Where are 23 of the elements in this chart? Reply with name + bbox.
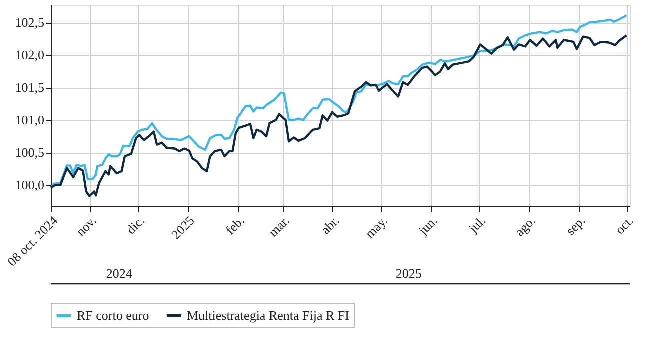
x-tick-label: may. — [362, 213, 390, 242]
y-tick-label: 102,0 — [15, 48, 44, 63]
x-tick-label: nov. — [73, 213, 100, 240]
y-tick-label: 101,5 — [15, 80, 44, 96]
legend-label: RF corto euro — [77, 308, 150, 323]
text: 2025 — [396, 266, 422, 281]
x-tick-label: feb. — [222, 213, 248, 238]
y-tick-label: 100,5 — [15, 145, 44, 160]
text: 2024 — [106, 266, 133, 281]
y-tick-label: 101,0 — [15, 112, 44, 128]
y-tick-label: 100,0 — [15, 178, 44, 193]
line-series — [50, 14, 628, 189]
line-series — [50, 34, 628, 198]
x-tick-label: mar. — [266, 213, 292, 240]
x-tick-label: jul. — [465, 213, 489, 236]
y-tick-label: 102,5 — [15, 15, 44, 30]
x-tick-label: dic. — [123, 213, 148, 238]
x-tick-label: sep. — [563, 213, 588, 238]
legend-label: Multiestrategia Renta Fija R FI — [187, 308, 350, 323]
x-tick-label: oct. — [612, 213, 636, 238]
x-tick-label: ago. — [512, 213, 538, 240]
x-tick-label: jun. — [414, 213, 440, 238]
x-tick-label: abr. — [318, 213, 342, 238]
